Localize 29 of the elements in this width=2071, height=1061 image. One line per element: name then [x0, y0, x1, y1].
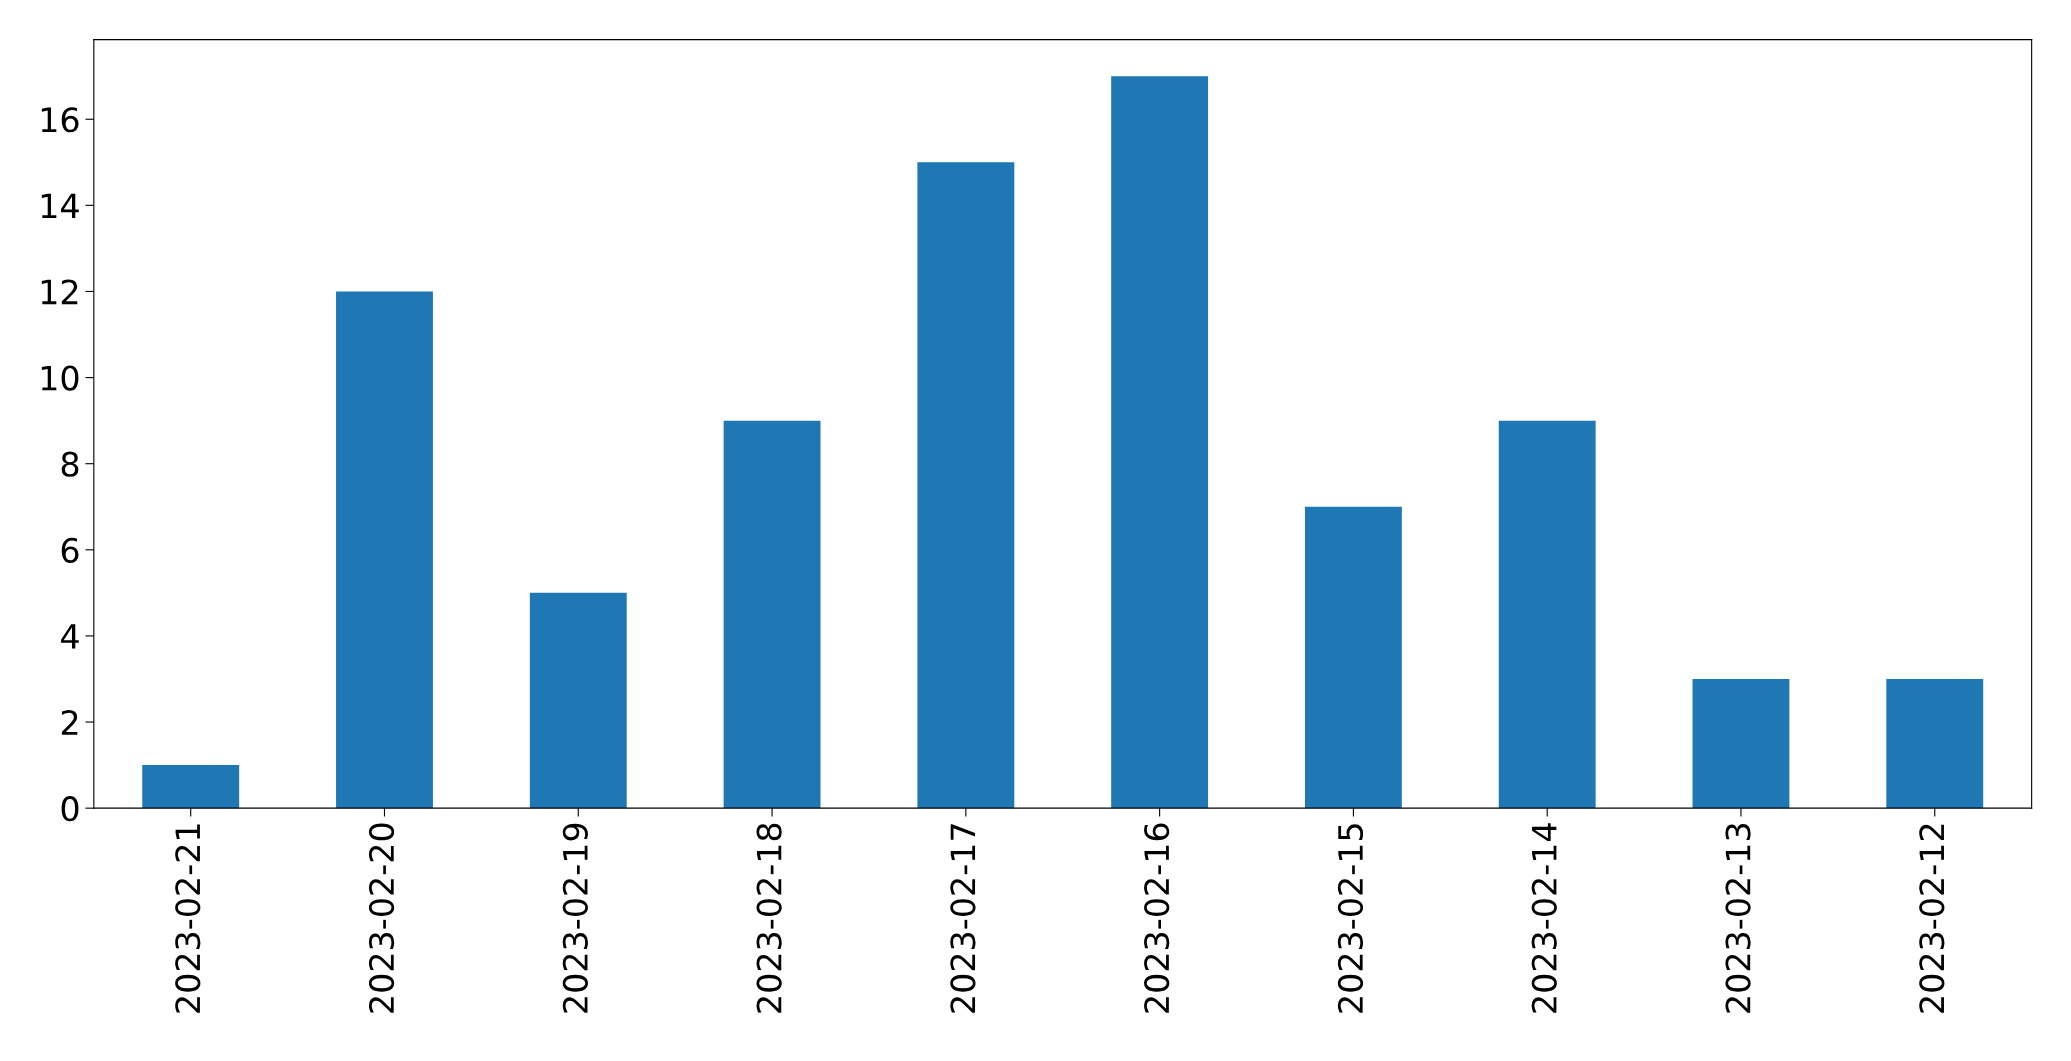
y-tick-label: 8	[61, 451, 79, 477]
y-tick-label: 10	[41, 365, 79, 391]
x-tick-label: 2023-02-17	[950, 824, 976, 1013]
bar	[1692, 678, 1790, 809]
bar	[723, 420, 821, 809]
x-tick-label: 2023-02-13	[1725, 824, 1751, 1013]
x-tick-label: 2023-02-15	[1337, 824, 1364, 1013]
y-tick-label: 4	[61, 624, 79, 649]
x-tick-label: 2023-02-21	[175, 824, 201, 1013]
x-tick-label: 2023-02-14	[1531, 823, 1557, 1013]
bar	[529, 592, 627, 809]
bar	[142, 765, 240, 809]
y-tick-label: 6	[61, 537, 79, 563]
bar	[1886, 678, 1984, 809]
x-tick-label: 2023-02-12	[1919, 824, 1945, 1013]
y-tick-label: 2	[61, 709, 78, 735]
bar	[1111, 76, 1209, 809]
bar	[1304, 506, 1402, 809]
y-tick-label: 16	[41, 107, 79, 133]
x-tick-label: 2023-02-20	[368, 823, 395, 1013]
y-tick-label: 14	[41, 193, 79, 219]
bar	[336, 291, 433, 809]
bar	[1498, 420, 1596, 809]
bar	[917, 162, 1015, 809]
x-tick-label: 2023-02-18	[756, 823, 782, 1013]
x-tick-label: 2023-02-16	[1144, 823, 1170, 1013]
y-tick-label: 12	[41, 279, 78, 305]
x-tick-label: 2023-02-19	[562, 823, 588, 1013]
y-tick-label: 0	[61, 796, 79, 822]
